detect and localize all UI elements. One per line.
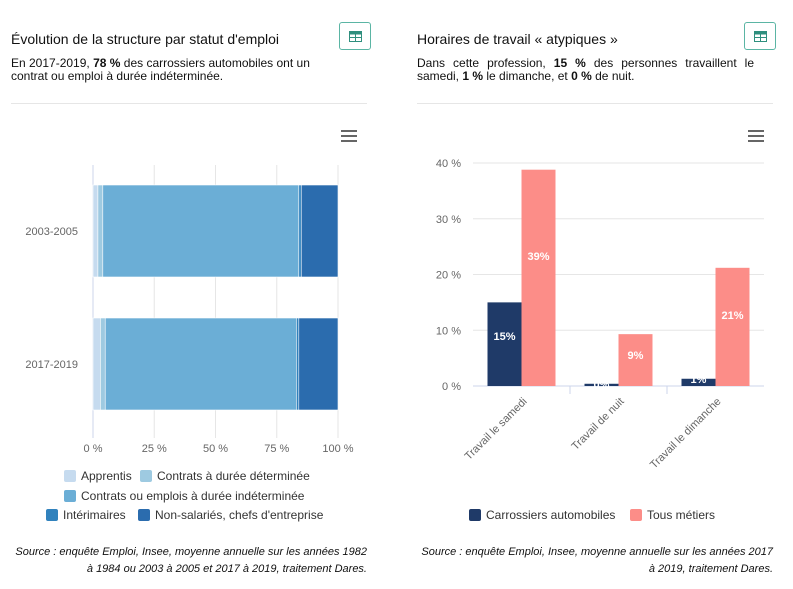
legend-label: Intérimaires	[63, 508, 126, 522]
legend-label: Contrats ou emplois à durée indéterminée	[81, 489, 305, 503]
hamburger-menu-icon[interactable]	[341, 130, 357, 144]
bar-tous-metiers	[715, 267, 750, 386]
panel-statut-emploi: Évolution de la structure par statut d'e…	[0, 0, 380, 589]
subtitle-text: le dimanche, et	[483, 69, 572, 83]
subtitle-text: des personnes travaillent le samedi,	[417, 56, 755, 83]
legend-item-interimaires[interactable]: Intérimaires	[46, 508, 126, 522]
source-note: Source : enquête Emploi, Insee, moyenne …	[406, 544, 773, 578]
data-label: 0%	[594, 379, 610, 391]
x-tick-label: 0 %	[84, 443, 103, 455]
legend-swatch	[630, 509, 642, 521]
bar-tous-metiers	[618, 334, 653, 386]
subtitle-text: Dans cette profession,	[417, 56, 554, 70]
source-line: Source : enquête Emploi, Insee, moyenne …	[421, 546, 773, 558]
legend-item-carrossiers-automobiles[interactable]: Carrossiers automobiles	[469, 508, 615, 522]
legend-item-non-salaries-chefs-d-entreprise[interactable]: Non-salariés, chefs d'entreprise	[138, 508, 323, 522]
y-tick-label: 30 %	[436, 214, 461, 226]
x-tick-label: 75 %	[264, 443, 289, 455]
legend-label: Carrossiers automobiles	[486, 508, 616, 522]
data-label: 39%	[527, 251, 549, 263]
bar-tous-metiers	[521, 169, 556, 386]
bar-segment-interimaires	[296, 317, 300, 411]
x-tick-label: 50 %	[203, 443, 228, 455]
source-line: à 2019, traitement Dares.	[648, 563, 773, 575]
y-tick-label: 40 %	[436, 158, 461, 170]
data-label: 1%	[691, 374, 707, 386]
chart-title: Évolution de la structure par statut d'e…	[11, 31, 280, 47]
legend-swatch	[138, 509, 150, 521]
subtitle-highlight: 0 %	[571, 69, 592, 83]
column-chart: 0 % 10 % 20 % 30 % 40 % 15% 39% Travail le same…	[436, 158, 764, 472]
data-label: 15%	[493, 331, 515, 343]
bar-segment-apprentis	[92, 317, 101, 411]
legend-label: Contrats à durée déterminée	[157, 469, 310, 483]
y-tick-label: 2017-2019	[25, 359, 78, 371]
legend-label: Non-salariés, chefs d'entreprise	[155, 508, 324, 522]
bar-segment-contrats-ou-emplois-a-duree-indeterminee	[102, 184, 300, 278]
legend-label: Apprentis	[81, 469, 132, 483]
subtitle-text: En 2017-2019,	[11, 56, 94, 70]
subtitle-highlight: 78 %	[93, 56, 121, 70]
x-tick-label: Travail le dimanche	[648, 396, 724, 472]
subtitle-text: des carrossiers automobiles ont un contr…	[11, 56, 310, 83]
data-label: 9%	[628, 350, 644, 362]
legend-swatch	[46, 509, 58, 521]
table-icon	[753, 30, 767, 42]
view-table-button[interactable]	[339, 22, 371, 50]
x-tick-label: 25 %	[142, 443, 167, 455]
bar-segment-non-salaries-chefs-d-entreprise	[298, 317, 339, 411]
bar-segment-contrats-ou-emplois-a-duree-indeterminee	[104, 317, 297, 411]
subtitle-highlight: 1 %	[462, 69, 484, 83]
divider	[11, 103, 367, 104]
bar-segment-contrats-a-duree-determinee	[97, 184, 104, 278]
subtitle-highlight: 15 %	[553, 56, 586, 70]
legend-label: Tous métiers	[647, 508, 716, 522]
y-tick-label: 2003-2005	[25, 226, 78, 238]
x-tick-label: Travail de nuit	[570, 396, 627, 453]
legend-swatch	[469, 509, 481, 521]
subtitle-text: de nuit.	[591, 69, 635, 83]
legend-swatch	[64, 470, 76, 482]
bar-segment-apprentis	[92, 184, 99, 278]
divider	[417, 103, 773, 104]
chart-subtitle: En 2017-2019, 78 % des carrossiers autom…	[11, 57, 341, 83]
bar-segment-non-salaries-chefs-d-entreprise	[300, 184, 339, 278]
legend-item-apprentis[interactable]: Apprentis	[64, 469, 132, 483]
legend-item-tous-metiers[interactable]: Tous métiers	[630, 508, 715, 522]
view-table-button[interactable]	[744, 22, 776, 50]
bar-carrossiers-automobiles	[487, 302, 522, 386]
data-label: 21%	[721, 310, 743, 322]
source-note: Source : enquête Emploi, Insee, moyenne …	[0, 544, 367, 578]
panel-horaires-atypiques: Horaires de travail « atypiques » Dans c…	[406, 0, 786, 589]
source-line: Source : enquête Emploi, Insee, moyenne …	[15, 546, 367, 558]
bar-carrossiers-automobiles	[584, 383, 619, 386]
y-tick-label: 0 %	[442, 381, 461, 393]
bar-segment-contrats-a-duree-determinee	[100, 317, 106, 411]
legend-item-contrats-ou-emplois-a-duree-indeterminee[interactable]: Contrats ou emplois à durée indéterminée	[64, 489, 304, 503]
bar-carrossiers-automobiles	[681, 378, 716, 386]
y-tick-label: 10 %	[436, 325, 461, 337]
y-tick-label: 20 %	[436, 270, 461, 282]
legend-swatch	[140, 470, 152, 482]
legend-swatch	[64, 490, 76, 502]
x-tick-label: 100 %	[322, 443, 353, 455]
source-line: à 1984 ou 2003 à 2005 et 2017 à 2019, tr…	[86, 563, 367, 575]
stacked-bar-chart: 0 % 25 % 50 % 75 % 100 % 2003-2005 2017-2019	[25, 165, 354, 455]
legend-item-contrats-a-duree-determinee[interactable]: Contrats à durée déterminée	[140, 469, 310, 483]
hamburger-menu-icon[interactable]	[748, 130, 764, 144]
table-icon	[348, 30, 362, 42]
chart-title: Horaires de travail « atypiques »	[417, 31, 618, 47]
chart-subtitle: Dans cette profession, 15 % des personne…	[417, 57, 754, 83]
bar-segment-interimaires	[298, 184, 302, 278]
x-tick-label: Travail le samedi	[463, 396, 530, 463]
